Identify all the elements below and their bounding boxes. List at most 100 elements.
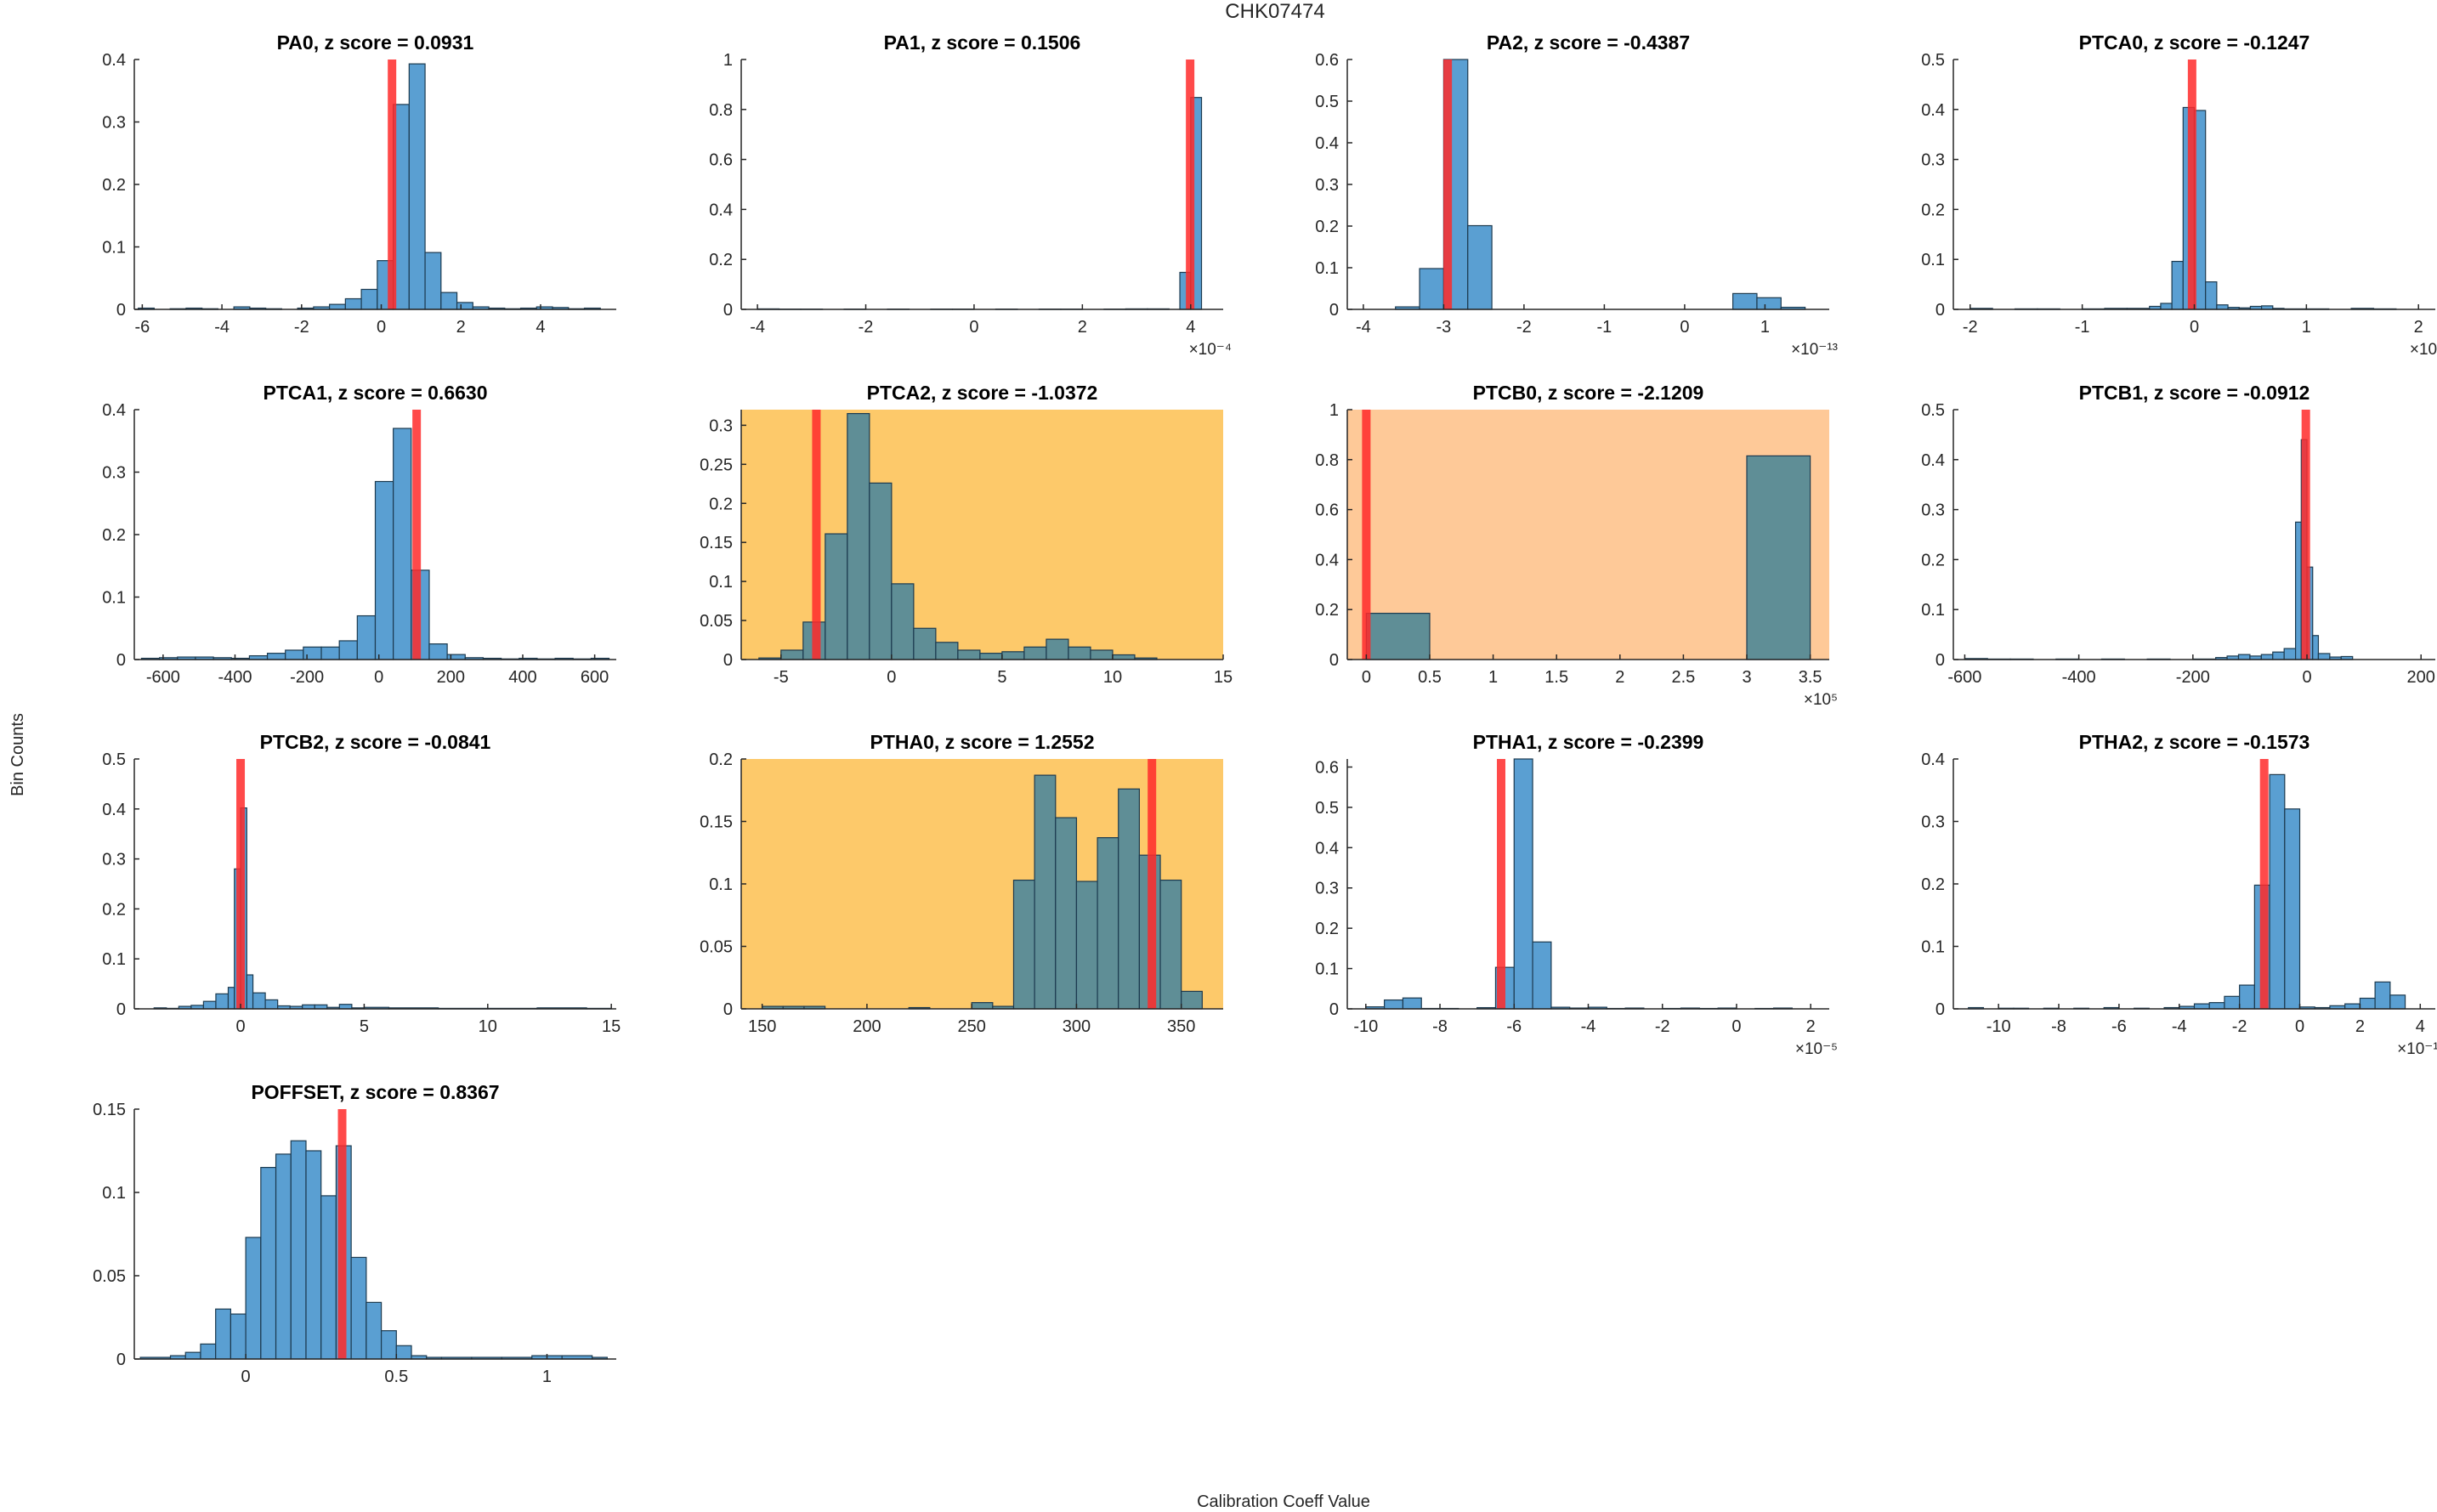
x-tick-label: -400: [2062, 668, 2096, 687]
histogram-bar: [339, 641, 357, 660]
histogram-bar: [1024, 647, 1046, 660]
x-tick-label: 1: [1760, 318, 1770, 337]
histogram-bar: [972, 1003, 993, 1009]
y-tick-label: 0: [116, 1000, 126, 1019]
x-tick-label: 200: [853, 1017, 881, 1036]
histogram-bar: [958, 650, 980, 660]
histogram-bar: [246, 1237, 261, 1359]
x-tick-label: 0: [1680, 318, 1689, 337]
y-tick-label: 0.1: [709, 875, 733, 894]
histogram-bar: [361, 289, 377, 309]
x-tick-label: -1: [1597, 318, 1612, 337]
histogram-bar: [351, 1257, 366, 1359]
y-tick-label: 0: [116, 301, 126, 320]
x-tick-label: 2: [2355, 1017, 2365, 1036]
y-tick-label: 0.15: [93, 1101, 126, 1119]
y-tick-label: 0.05: [93, 1267, 126, 1286]
y-tick-label: 0.2: [102, 900, 126, 919]
histogram-bar: [230, 1314, 246, 1359]
x-tick-label: 0: [235, 1017, 245, 1036]
subplot-title: POFFSET, z score = 0.8367: [251, 1081, 499, 1103]
x-tick-label: -6: [2111, 1017, 2127, 1036]
y-tick-label: 0.4: [709, 201, 733, 219]
histogram-bar: [376, 482, 394, 660]
x-tick-label: -600: [146, 668, 180, 687]
x-axis-multiplier: ×10⁻¹³: [1791, 341, 1838, 359]
x-tick-label: -5: [774, 668, 789, 687]
x-axis-multiplier: ×10⁵: [1804, 691, 1838, 709]
x-tick-label: 400: [508, 668, 536, 687]
x-tick-label: 250: [957, 1017, 985, 1036]
y-tick-label: 0: [1935, 1000, 1945, 1019]
histogram-bar: [2195, 1004, 2210, 1009]
histogram-bar: [1013, 881, 1034, 1009]
x-tick-label: 0: [241, 1368, 251, 1386]
x-tick-label: 15: [602, 1017, 621, 1036]
y-tick-label: 0: [1329, 1000, 1339, 1019]
x-tick-label: 150: [748, 1017, 776, 1036]
y-tick-label: 0.2: [1315, 601, 1339, 620]
histogram-bar: [1533, 942, 1551, 1009]
histogram-bar: [2345, 1004, 2360, 1009]
y-tick-label: 0.3: [709, 416, 733, 435]
x-tick-label: -2: [1655, 1017, 1670, 1036]
x-tick-label: -600: [1947, 668, 1981, 687]
y-tick-label: 0.1: [709, 573, 733, 592]
y-tick-label: 0.6: [1315, 51, 1339, 70]
histogram-bar: [1366, 614, 1430, 660]
y-tick-label: 0.2: [1315, 920, 1339, 938]
histogram-bar: [1119, 789, 1140, 1009]
x-tick-label: 10: [1103, 668, 1122, 687]
histogram-bar: [447, 654, 465, 660]
histogram-bar: [201, 1344, 216, 1359]
y-tick-label: 0.2: [102, 176, 126, 195]
histogram-bar: [2273, 652, 2284, 660]
histogram-bar: [2360, 999, 2375, 1009]
y-tick-label: 1: [1329, 401, 1339, 420]
x-tick-label: 2.5: [1672, 668, 1696, 687]
x-tick-label: -4: [1356, 318, 1371, 337]
x-tick-label: -6: [1506, 1017, 1522, 1036]
histogram-bar: [203, 1001, 216, 1009]
y-tick-label: 0.1: [1921, 938, 1945, 957]
y-tick-label: 0.8: [709, 101, 733, 120]
value-marker: [2188, 59, 2196, 309]
histogram-bar: [825, 534, 847, 660]
histogram-bar: [185, 1352, 201, 1359]
x-tick-label: -2: [2232, 1017, 2247, 1036]
x-tick-label: 4: [2416, 1017, 2425, 1036]
x-tick-label: 0: [377, 318, 386, 337]
y-tick-label: 0.5: [1921, 401, 1945, 420]
x-tick-label: 0: [2190, 318, 2199, 337]
x-axis-multiplier: ×10⁻⁵: [1795, 1040, 1838, 1058]
x-tick-label: 600: [581, 668, 609, 687]
subplot-title: PTCA2, z score = -1.0372: [867, 382, 1098, 404]
x-tick-label: -2: [859, 318, 874, 337]
histogram-bar: [980, 654, 1002, 660]
histogram-bar: [2172, 262, 2183, 309]
x-tick-label: 0: [1362, 668, 1371, 687]
histogram-bar: [2161, 303, 2172, 309]
x-tick-label: -4: [214, 318, 230, 337]
y-tick-label: 0.6: [1315, 501, 1339, 520]
histogram-bar: [1514, 759, 1533, 1009]
value-marker: [2302, 410, 2310, 660]
y-tick-label: 0.1: [1315, 259, 1339, 278]
x-tick-label: -6: [134, 318, 150, 337]
histogram-bar: [1468, 226, 1492, 309]
subplot-title: PTCB2, z score = -0.0841: [260, 731, 491, 753]
histogram-bar: [303, 647, 321, 660]
subplot-title: PA1, z score = 0.1506: [884, 31, 1081, 54]
y-tick-label: 0.2: [709, 750, 733, 769]
histogram-bar: [457, 303, 473, 309]
x-tick-label: 2: [456, 318, 466, 337]
x-tick-label: 200: [437, 668, 465, 687]
y-tick-label: 0.1: [1315, 960, 1339, 979]
